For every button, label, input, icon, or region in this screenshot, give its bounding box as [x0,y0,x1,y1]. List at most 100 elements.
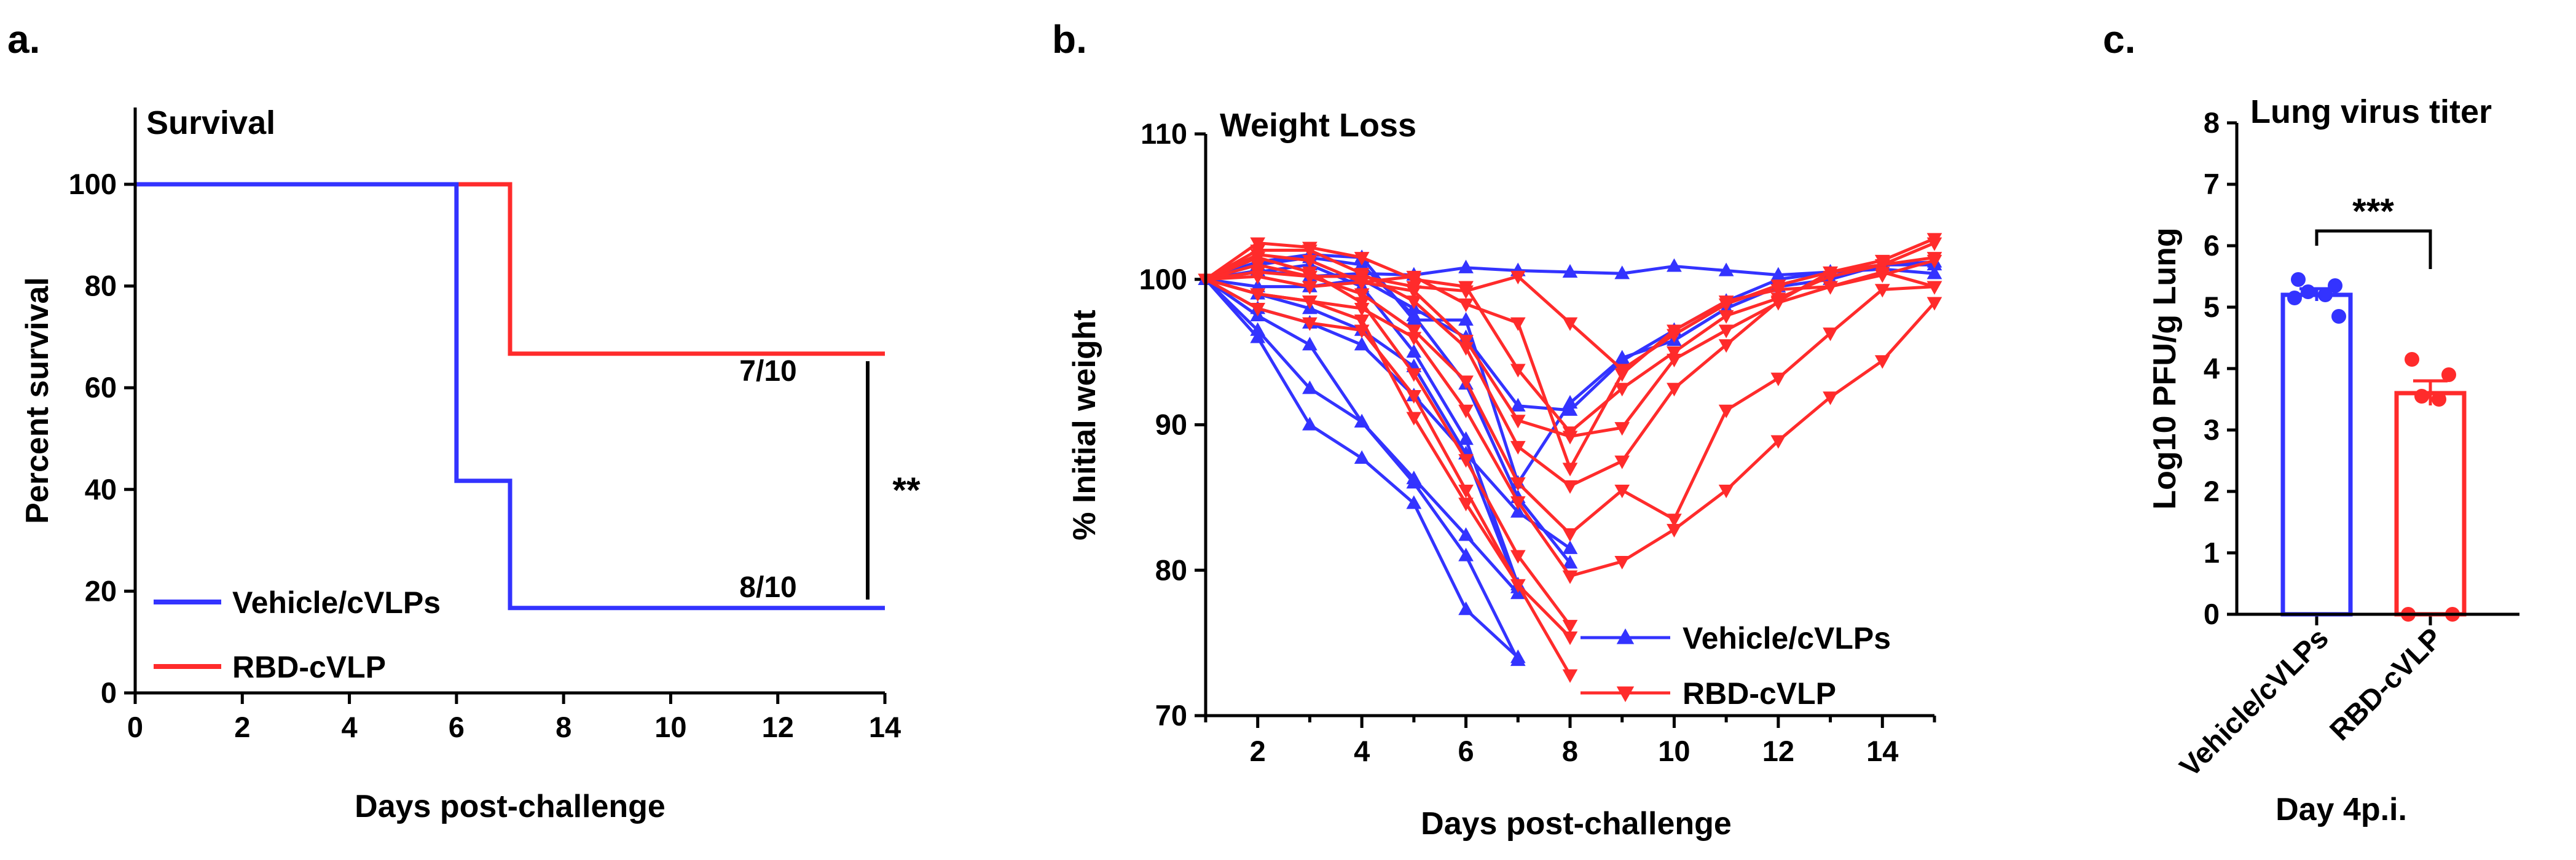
weight-point-rbd [1406,368,1422,382]
weight-point-rbd [1354,276,1370,291]
titer-point-vehicle [2287,291,2302,305]
weight-x-tick-label: 14 [1866,735,1898,767]
survival-legend: Vehicle/cVLPs RBD-cVLP [154,585,441,684]
weight-point-rbd [1770,435,1786,449]
legend-label-rbd: RBD-cVLP [232,650,386,684]
titer-y-tick-label: 0 [2204,598,2220,630]
weight-point-rbd [1718,339,1734,353]
weight-point-rbd [1406,324,1422,338]
weight-point-rbd [1458,298,1474,312]
weight-point-rbd [1510,415,1526,429]
weight-point-vehicle [1354,413,1370,428]
weight-point-rbd [1354,252,1370,266]
titer-y-tick-label: 2 [2204,475,2220,507]
weight-point-rbd [1510,579,1526,593]
weight-point-rbd [1510,364,1526,378]
survival-x-tick-label: 4 [342,711,358,743]
weight-point-rbd [1302,241,1317,256]
weight-title: Weight Loss [1220,107,1416,144]
weight-point-rbd [1510,270,1526,285]
panel-letter-b: b. [1052,17,1087,61]
lung-titer-chart: Lung virus titer 0 1 2 3 4 5 6 7 8 Vehicle/cVLPsR… [2147,93,2519,827]
weight-point-rbd [1718,404,1734,418]
survival-x-tick-label: 12 [762,711,794,743]
survival-x-label: Days post-challenge [355,789,666,824]
titer-y-tick-label: 6 [2204,229,2220,262]
weight-y-tick-label: 70 [1155,699,1187,732]
titer-y-tick-label: 7 [2204,168,2220,200]
weight-point-rbd [1510,496,1526,510]
weight-point-rbd [1562,480,1578,494]
titer-category-label: RBD-cVLP [2323,622,2448,747]
survival-chart: Survival 0 2 4 6 8 10 12 14 0 20 40 60 80 100 Days po… [20,104,921,824]
weight-point-rbd [1302,281,1317,295]
weight-point-rbd [1562,317,1578,331]
weight-point-rbd [1926,297,1942,311]
titer-point-rbd [2441,367,2456,382]
survival-significance: ** [892,471,921,510]
survival-y-tick-label: 40 [85,473,117,506]
weight-point-rbd [1667,514,1682,528]
weight-point-rbd [1302,295,1317,310]
titer-point-vehicle [2291,272,2306,287]
titer-y-tick-label: 4 [2204,352,2220,385]
weight-y-tick-label: 90 [1155,408,1187,441]
titer-point-vehicle [2301,284,2315,299]
weight-point-rbd [1823,391,1838,405]
weight-point-vehicle [1614,265,1630,280]
weight-point-vehicle [1510,649,1526,663]
weight-point-rbd [1718,484,1734,499]
weight-point-rbd [1562,620,1578,634]
titer-significance-bracket [2315,229,2432,269]
weight-point-rbd [1562,631,1578,646]
weight-point-vehicle [1354,337,1370,351]
weight-point-rbd [1874,254,1890,268]
weight-x-label: Days post-challenge [1421,806,1732,842]
survival-vehicle-fraction: 8/10 [739,571,796,604]
weight-point-vehicle [1562,540,1578,554]
survival-title: Survival [146,104,275,141]
weight-point-vehicle [1458,547,1474,561]
weight-x-tick-label: 8 [1562,735,1578,767]
weight-point-rbd [1562,426,1578,440]
weight-point-rbd [1823,327,1838,342]
survival-y-tick-label: 0 [101,676,117,709]
survival-x-tick-label: 0 [127,711,143,743]
titer-y-label: Log10 PFU/g Lung [2147,227,2183,509]
weight-point-vehicle [1562,402,1578,416]
weight-point-rbd [1250,237,1266,251]
titer-y-tick-label: 5 [2204,291,2220,323]
weight-legend: Vehicle/cVLPs RBD-cVLP [1581,621,1891,711]
weight-y-tick-label: 80 [1155,553,1187,586]
weight-point-rbd [1458,484,1474,499]
weight-point-rbd [1406,390,1422,404]
weight-point-vehicle [1302,416,1317,431]
weight-point-rbd [1458,375,1474,389]
survival-rbd-fraction: 7/10 [739,355,796,388]
weight-point-vehicle [1406,344,1422,358]
weight-point-rbd [1406,295,1422,310]
titer-bar-rbd [2394,391,2467,617]
weight-point-vehicle [1562,264,1578,278]
panel-letter-a: a. [7,17,40,61]
weight-point-rbd [1562,463,1578,477]
survival-x-tick-label: 14 [869,711,901,743]
titer-point-rbd [2414,389,2429,404]
weight-point-rbd [1614,422,1630,436]
legend-label-vehicle: Vehicle/cVLPs [1683,621,1891,655]
weight-point-vehicle [1510,397,1526,412]
weight-point-rbd [1458,335,1474,349]
weight-point-rbd [1614,484,1630,499]
weight-point-rbd [1614,455,1630,469]
weight-point-vehicle [1458,431,1474,445]
titer-y-tick-label: 1 [2204,536,2220,569]
weight-point-vehicle [1458,601,1474,616]
survival-y-tick-label: 60 [85,371,117,404]
weight-point-rbd [1770,372,1786,386]
weight-point-rbd [1562,528,1578,542]
weight-point-rbd [1770,292,1786,307]
weight-point-rbd [1926,281,1942,295]
legend-label-rbd: RBD-cVLP [1683,676,1836,711]
survival-y-tick-label: 80 [85,270,117,302]
